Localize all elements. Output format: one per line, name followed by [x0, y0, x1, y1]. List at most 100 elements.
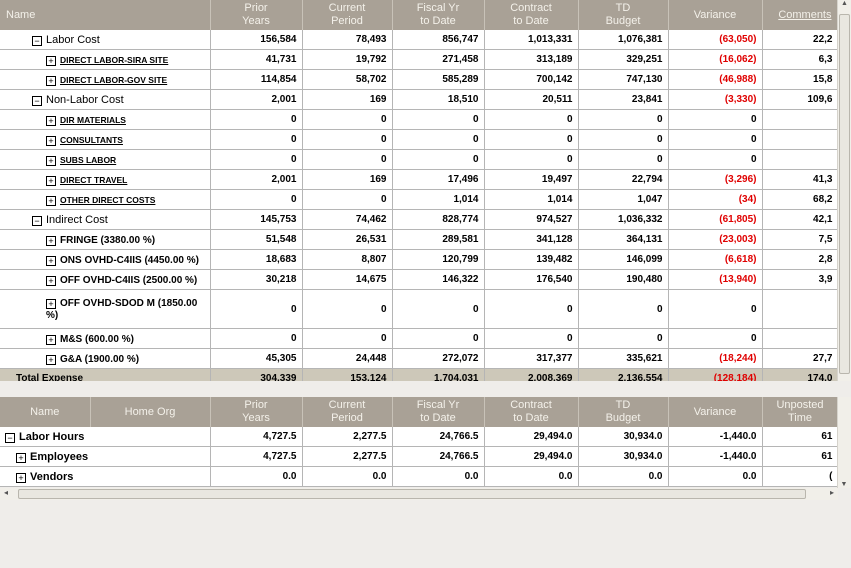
value-cell: 42,1 — [762, 209, 839, 230]
scroll-up-icon[interactable]: ▲ — [841, 0, 848, 7]
row-link[interactable]: DIRECT LABOR-SIRA SITE — [60, 54, 169, 65]
row-link[interactable]: OTHER DIRECT COSTS — [60, 194, 156, 205]
value-cell: 0 — [392, 149, 485, 170]
value-cell: 317,377 — [484, 348, 579, 369]
row-link[interactable]: DIR MATERIALS — [60, 114, 126, 125]
row-link[interactable]: DIRECT TRAVEL — [60, 174, 128, 185]
expand-icon[interactable]: + — [46, 155, 56, 166]
value-cell: 313,189 — [484, 49, 579, 70]
table-row[interactable]: + OFF OVHD-SDOD M (1850.00 %) 0 0 0 0 0 0 — [0, 289, 839, 329]
value-cell: 29,494.0 — [484, 427, 579, 447]
table-row[interactable]: + DIRECT LABOR-SIRA SITE 41,731 19,792 271,4… — [0, 49, 839, 70]
collapse-icon[interactable]: − — [32, 35, 42, 46]
value-cell: 0 — [302, 189, 393, 210]
value-cell: ( — [762, 466, 839, 487]
value-cell: 1,013,331 — [484, 30, 579, 50]
table-row[interactable]: + Employees 4,727.5 2,277.5 24,766.5 29,494.0… — [0, 446, 839, 467]
expand-icon[interactable]: + — [46, 55, 56, 66]
horizontal-scrollbar[interactable]: ◂ ▸ — [0, 488, 838, 500]
row-link[interactable]: CONSULTANTS — [60, 134, 123, 145]
value-cell: 0 — [484, 328, 579, 349]
value-cell: 6,3 — [762, 49, 839, 70]
expand-icon[interactable]: + — [46, 354, 56, 365]
name-cell: + FRINGE (3380.00 %) — [0, 229, 211, 250]
scroll-left-icon[interactable]: ◂ — [4, 488, 9, 497]
scrollbar-thumb[interactable] — [839, 14, 850, 374]
table-row[interactable]: − Non-Labor Cost 2,001 169 18,510 20,511 23,84… — [0, 89, 839, 110]
table-row[interactable]: − Labor Hours 4,727.5 2,277.5 24,766.5 29,494… — [0, 427, 839, 447]
name-cell: + ONS OVHD-C4IIS (4450.00 %) — [0, 249, 211, 270]
table-row[interactable]: + OFF OVHD-C4IIS (2500.00 %) 30,218 14,675 1… — [0, 269, 839, 290]
expand-icon[interactable]: + — [16, 452, 26, 463]
value-cell: 0 — [484, 149, 579, 170]
value-cell: 1,036,332 — [578, 209, 669, 230]
name-cell: − Labor Cost — [0, 30, 211, 50]
h-scrollbar-thumb[interactable] — [18, 489, 806, 499]
table-row[interactable]: + FRINGE (3380.00 %) 51,548 26,531 289,581 34… — [0, 229, 839, 250]
value-cell: (34) — [668, 189, 763, 210]
value-cell: 190,480 — [578, 269, 669, 290]
table-row[interactable]: − Labor Cost 156,584 78,493 856,747 1,013,331… — [0, 30, 839, 50]
expand-icon[interactable]: + — [46, 175, 56, 186]
value-cell: 19,792 — [302, 49, 393, 70]
value-cell: 0 — [302, 129, 393, 150]
expand-icon[interactable]: + — [46, 275, 56, 286]
expand-icon[interactable]: + — [16, 472, 26, 483]
name-cell: + DIRECT TRAVEL — [0, 169, 211, 190]
value-cell: 1,014 — [484, 189, 579, 210]
name-cell: + OFF OVHD-SDOD M (1850.00 %) — [0, 289, 211, 329]
column-header[interactable]: Comments — [762, 0, 839, 30]
collapse-icon[interactable]: − — [5, 432, 15, 443]
value-cell: (3,330) — [668, 89, 763, 110]
value-cell: 335,621 — [578, 348, 669, 369]
collapse-icon[interactable]: − — [32, 215, 42, 226]
expand-icon[interactable]: + — [46, 299, 56, 309]
scroll-right-icon[interactable]: ▸ — [829, 488, 834, 497]
collapse-icon[interactable]: − — [32, 95, 42, 106]
cost-table-pane: Name Prior Years Current Period Fiscal Yr t… — [0, 0, 851, 381]
name-cell: + M&S (600.00 %) — [0, 328, 211, 349]
expand-icon[interactable]: + — [46, 115, 56, 126]
value-cell: 30,934.0 — [578, 446, 669, 467]
table-row[interactable]: + SUBS LABOR 0 0 0 0 0 0 — [0, 149, 839, 170]
value-cell — [762, 149, 839, 170]
hours-vertical-scrollbar[interactable]: ▼ — [837, 397, 851, 488]
row-link[interactable]: SUBS LABOR — [60, 154, 117, 165]
value-cell: 29,494.0 — [484, 446, 579, 467]
cost-vertical-scrollbar[interactable]: ▲ — [837, 0, 851, 381]
value-cell: 4,727.5 — [210, 427, 303, 447]
value-cell: 0 — [578, 328, 669, 349]
expand-icon[interactable]: + — [46, 195, 56, 206]
value-cell: 0 — [578, 149, 669, 170]
table-row[interactable]: + DIRECT TRAVEL 2,001 169 17,496 19,497 22,794… — [0, 169, 839, 190]
value-cell: 1,014 — [392, 189, 485, 210]
column-header: Prior Years — [210, 0, 303, 30]
value-cell: 364,131 — [578, 229, 669, 250]
expand-icon[interactable]: + — [46, 135, 56, 146]
table-row[interactable]: + DIR MATERIALS 0 0 0 0 0 0 — [0, 109, 839, 130]
value-cell: 0 — [302, 328, 393, 349]
value-cell: 828,774 — [392, 209, 485, 230]
value-cell: (6,618) — [668, 249, 763, 270]
value-cell: 109,6 — [762, 89, 839, 110]
table-row[interactable]: + CONSULTANTS 0 0 0 0 0 0 — [0, 129, 839, 150]
table-row[interactable]: + G&A (1900.00 %) 45,305 24,448 272,072 317,3… — [0, 348, 839, 369]
table-row[interactable]: − Indirect Cost 145,753 74,462 828,774 974,52… — [0, 209, 839, 230]
scroll-down-icon[interactable]: ▼ — [840, 481, 848, 488]
value-cell: 0 — [302, 289, 393, 329]
name-cell: + CONSULTANTS — [0, 129, 211, 150]
table-row[interactable]: + M&S (600.00 %) 0 0 0 0 0 0 — [0, 328, 839, 349]
table-row[interactable]: + ONS OVHD-C4IIS (4450.00 %) 18,683 8,807 12… — [0, 249, 839, 270]
expand-icon[interactable]: + — [46, 75, 56, 86]
table-row[interactable]: + Vendors 0.0 0.0 0.0 0.0 0.0 0.0( — [0, 466, 839, 487]
table-row[interactable]: + OTHER DIRECT COSTS 0 0 1,014 1,014 1,047 (34)… — [0, 189, 839, 210]
value-cell: 8,807 — [302, 249, 393, 270]
expand-icon[interactable]: + — [46, 235, 56, 246]
value-cell: 974,527 — [484, 209, 579, 230]
row-link[interactable]: DIRECT LABOR-GOV SITE — [60, 74, 168, 85]
table-row[interactable]: + DIRECT LABOR-GOV SITE 114,854 58,702 585,2… — [0, 69, 839, 90]
value-cell: 0 — [210, 289, 303, 329]
expand-icon[interactable]: + — [46, 334, 56, 345]
value-cell: 41,731 — [210, 49, 303, 70]
expand-icon[interactable]: + — [46, 255, 56, 266]
